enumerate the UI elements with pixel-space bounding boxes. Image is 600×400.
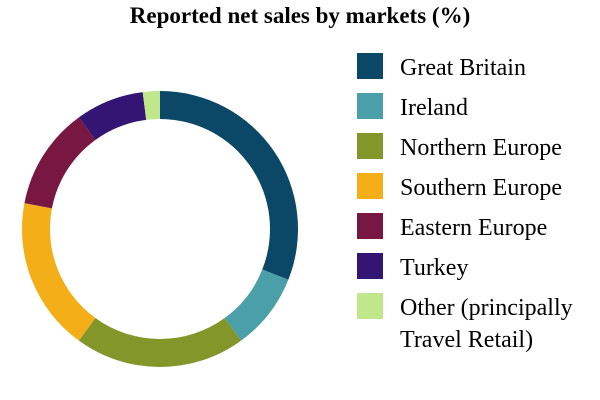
legend-swatch: [357, 93, 383, 119]
legend-item-eastern-europe: Eastern Europe: [357, 213, 547, 241]
legend-swatch: [357, 293, 383, 319]
legend-label: Great Britain: [400, 55, 526, 81]
legend-label: Travel Retail): [400, 327, 533, 353]
legend-swatch: [357, 213, 383, 239]
legend-item-ireland: Ireland: [357, 93, 468, 121]
legend-label: Eastern Europe: [400, 215, 547, 241]
slices-layer: [21, 91, 299, 367]
slice-ireland: [224, 269, 289, 341]
legend-swatch: [357, 133, 383, 159]
slice-other-principally-travel-retail: [142, 91, 160, 120]
slice-southern-europe: [21, 203, 96, 341]
legend-label: Turkey: [400, 255, 468, 281]
legend-label: Ireland: [400, 95, 468, 121]
slice-eastern-europe: [24, 117, 96, 209]
legend-item-great-britain: Great Britain: [357, 53, 526, 81]
legend-item-turkey: Turkey: [357, 253, 468, 281]
slice-northern-europe: [78, 317, 242, 367]
legend-item-southern-europe: Southern Europe: [357, 173, 562, 201]
chart-title: Reported net sales by markets (%): [129, 3, 471, 28]
legend-swatch: [357, 173, 383, 199]
legend-item-northern-europe: Northern Europe: [357, 133, 562, 161]
legend-swatch: [357, 53, 383, 79]
legend: Great Britain Ireland Northern Europe South…: [357, 53, 573, 353]
slice-turkey: [78, 92, 147, 141]
legend-item-other-principally-travel-retail: Other (principally Travel Retail): [357, 293, 573, 353]
legend-label: Southern Europe: [400, 175, 562, 201]
legend-label: Other (principally: [400, 295, 573, 321]
legend-label: Northern Europe: [400, 135, 562, 161]
legend-swatch: [357, 253, 383, 279]
slice-great-britain: [160, 91, 299, 280]
